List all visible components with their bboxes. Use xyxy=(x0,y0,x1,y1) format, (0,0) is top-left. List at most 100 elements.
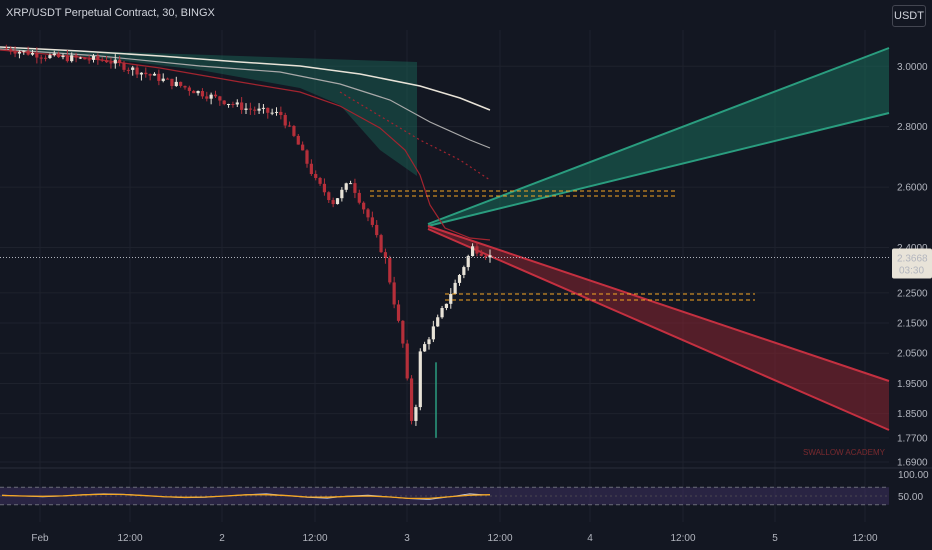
candle-body-58 xyxy=(257,108,261,111)
candle-25 xyxy=(113,54,117,69)
candle-body-100 xyxy=(440,308,444,318)
candle-100 xyxy=(440,305,444,319)
candle-body-13 xyxy=(61,55,65,58)
price-badge-countdown: 03:30 xyxy=(899,266,924,277)
candle-body-71 xyxy=(314,174,318,178)
green-cloud xyxy=(0,48,417,176)
candle-35 xyxy=(157,69,161,86)
ma-gray-line xyxy=(0,48,491,149)
candle-body-60 xyxy=(266,107,270,113)
candle-body-90 xyxy=(396,304,401,321)
candle-body-56 xyxy=(248,108,252,110)
ma-red-dotted xyxy=(339,91,491,181)
candle-91 xyxy=(401,320,405,348)
candle-body-18 xyxy=(83,57,87,60)
y-tick-label-6: 2.0500 xyxy=(897,349,928,360)
candle-29 xyxy=(131,65,135,76)
candle-body-105 xyxy=(462,267,466,275)
candle-body-33 xyxy=(148,74,152,76)
candle-body-62 xyxy=(274,111,279,113)
candle-26 xyxy=(118,55,122,67)
candle-body-0 xyxy=(4,48,8,50)
candle-3 xyxy=(17,50,22,59)
candle-16 xyxy=(74,52,78,63)
candle-73 xyxy=(322,178,327,196)
candle-102 xyxy=(449,288,453,309)
candle-55 xyxy=(244,103,248,114)
candle-body-9 xyxy=(43,57,48,59)
x-tick-label-8: 5 xyxy=(772,533,778,544)
candle-0 xyxy=(4,44,8,50)
candle-104 xyxy=(457,274,462,286)
x-tick-label-9: 12:00 xyxy=(852,533,877,544)
candle-86 xyxy=(379,233,383,253)
x-tick-label-4: 3 xyxy=(404,533,410,544)
candle-body-95 xyxy=(418,351,422,408)
candle-body-96 xyxy=(423,344,427,352)
candle-57 xyxy=(253,106,257,115)
candle-body-24 xyxy=(109,62,113,64)
candle-body-17 xyxy=(78,57,83,59)
candle-46 xyxy=(205,91,209,102)
candle-body-57 xyxy=(253,109,257,111)
candle-7 xyxy=(35,47,39,64)
candle-body-53 xyxy=(235,102,239,105)
candles xyxy=(4,44,492,426)
candle-81 xyxy=(357,189,361,205)
candle-body-80 xyxy=(353,183,357,193)
symbol-title[interactable]: XRP/USDT Perpetual Contract, 30, BINGX xyxy=(6,7,215,19)
candle-14 xyxy=(65,50,69,63)
candle-body-91 xyxy=(401,320,405,344)
candle-body-70 xyxy=(309,163,313,175)
candle-19 xyxy=(87,55,91,64)
candle-body-37 xyxy=(165,78,170,80)
candle-body-104 xyxy=(457,274,462,283)
candle-15 xyxy=(70,52,74,63)
candle-94 xyxy=(414,404,418,426)
candle-84 xyxy=(370,211,374,228)
candle-body-16 xyxy=(74,55,78,58)
candle-body-68 xyxy=(301,144,305,151)
candle-body-67 xyxy=(296,135,300,145)
candle-4 xyxy=(22,50,26,55)
y-tick-label-1: 2.8000 xyxy=(897,122,928,133)
candle-body-12 xyxy=(57,53,61,58)
candle-17 xyxy=(78,56,83,60)
candle-110 xyxy=(484,253,488,261)
candle-body-54 xyxy=(240,102,244,110)
candle-38 xyxy=(170,78,174,90)
candle-27 xyxy=(122,60,126,73)
candle-body-59 xyxy=(261,107,266,109)
candle-18 xyxy=(83,57,87,60)
candle-52 xyxy=(231,101,235,108)
candle-109 xyxy=(479,249,483,257)
candle-92 xyxy=(405,339,409,381)
candle-body-41 xyxy=(183,85,187,88)
y-tick-label-5: 2.1500 xyxy=(897,319,928,330)
candle-65 xyxy=(287,121,292,127)
candle-13 xyxy=(61,53,65,60)
candle-6 xyxy=(30,50,35,56)
candle-body-55 xyxy=(244,108,248,110)
candle-body-50 xyxy=(222,100,226,105)
x-tick-label-1: 12:00 xyxy=(117,533,142,544)
candle-body-32 xyxy=(144,72,148,75)
candle-59 xyxy=(261,104,266,114)
candle-49 xyxy=(218,95,222,106)
candle-41 xyxy=(183,85,187,90)
candle-68 xyxy=(301,141,305,151)
currency-button[interactable]: USDT xyxy=(892,5,926,27)
candle-body-84 xyxy=(370,217,374,225)
candle-96 xyxy=(423,341,427,352)
candle-98 xyxy=(431,320,435,343)
candle-body-7 xyxy=(35,52,39,58)
candle-body-78 xyxy=(344,183,348,190)
candle-71 xyxy=(314,170,318,181)
candle-body-45 xyxy=(200,90,205,97)
candle-21 xyxy=(96,53,100,65)
candle-body-14 xyxy=(65,55,69,62)
candle-2 xyxy=(13,46,17,58)
candle-body-82 xyxy=(362,202,366,210)
candle-body-3 xyxy=(17,51,22,54)
